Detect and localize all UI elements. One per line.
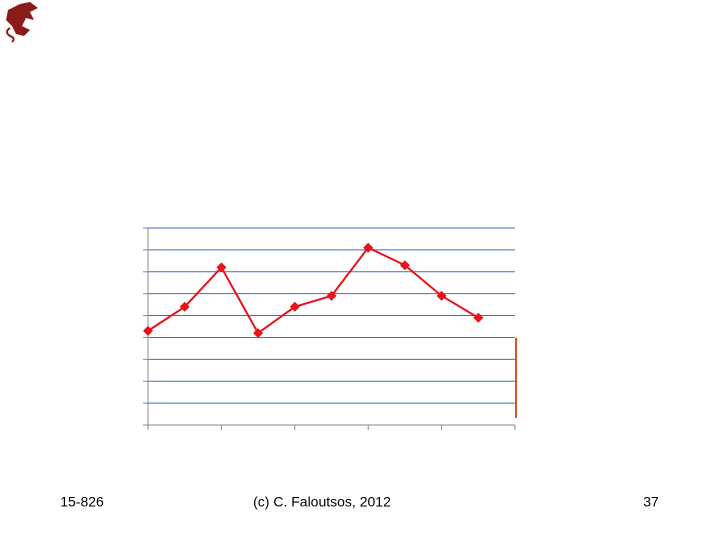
data-point (216, 262, 227, 273)
footer-left: 15-826 (60, 494, 104, 510)
data-point (473, 312, 484, 323)
data-point (436, 290, 447, 301)
logo (6, 2, 38, 43)
data-point (399, 260, 410, 271)
footer-center: (c) C. Faloutsos, 2012 (253, 494, 391, 510)
data-point (363, 242, 374, 253)
data-point (253, 328, 264, 339)
data-point (143, 325, 153, 336)
footer-right: 37 (643, 494, 659, 510)
data-point (326, 290, 337, 301)
data-point (179, 301, 190, 312)
data-line (147, 246, 479, 335)
data-point (289, 301, 300, 312)
